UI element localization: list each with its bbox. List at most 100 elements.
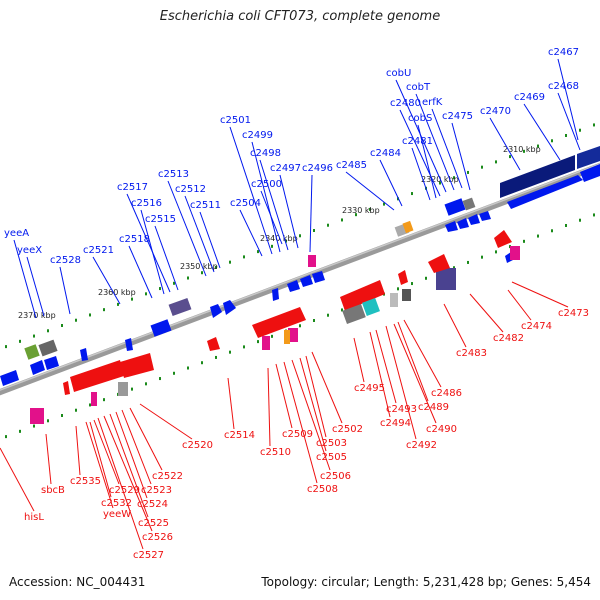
gene-label[interactable]: c2515	[145, 214, 176, 225]
gene-c2522[interactable]	[70, 360, 124, 392]
gene-c2526[interactable]	[91, 392, 97, 406]
gene-label[interactable]: cobT	[406, 82, 431, 93]
gene-c2475[interactable]	[444, 198, 466, 216]
gene-label[interactable]: c2514	[224, 430, 255, 441]
gene-c2482[interactable]	[510, 246, 520, 260]
gene-c2469[interactable]	[580, 164, 600, 182]
gene-label[interactable]: c2535	[70, 476, 101, 487]
gene-cobS[interactable]	[457, 218, 469, 229]
gene-c2509[interactable]	[207, 337, 220, 351]
gene-label[interactable]: c2498	[250, 148, 281, 159]
gene-c2504[interactable]	[223, 300, 236, 315]
gene-c2468[interactable]	[577, 146, 600, 169]
gene-c2481[interactable]	[402, 220, 414, 234]
gene-label[interactable]: c2480	[390, 98, 421, 109]
gene-label[interactable]: c2501	[220, 115, 251, 126]
gene-label[interactable]: c2470	[480, 106, 511, 117]
gene-label[interactable]: c2497	[270, 163, 301, 174]
gene-c2512[interactable]	[168, 297, 192, 317]
gene-c2497[interactable]	[312, 271, 325, 283]
gene-label[interactable]: c2493	[386, 404, 417, 415]
gene-label[interactable]: c2500	[251, 179, 282, 190]
gene-label[interactable]: hisL	[24, 512, 44, 523]
gene-c2490[interactable]	[390, 293, 398, 307]
gene-label[interactable]: c2494	[380, 418, 411, 429]
gene-label[interactable]: c2528	[50, 255, 81, 266]
gene-label[interactable]: c2492	[406, 440, 437, 451]
gene-label[interactable]: erfK	[422, 97, 443, 108]
gene-label[interactable]: c2495	[354, 383, 385, 394]
gene-yeeX[interactable]	[38, 339, 58, 357]
gene-c2517[interactable]	[30, 360, 45, 375]
gene-c2528[interactable]	[80, 348, 88, 361]
gene-c2502[interactable]	[284, 330, 290, 344]
gene-label[interactable]: c2504	[230, 198, 261, 209]
gene-c2480[interactable]	[445, 221, 458, 232]
gene-label[interactable]: c2482	[493, 333, 524, 344]
gene-c2470[interactable]	[507, 175, 583, 209]
gene-c2496[interactable]	[308, 255, 316, 267]
gene-label[interactable]: c2484	[370, 148, 401, 159]
gene-c2473[interactable]	[494, 230, 512, 248]
gene-label[interactable]: c2473	[558, 308, 589, 319]
gene-label[interactable]: c2505	[316, 452, 347, 463]
gene-c2501[interactable]	[272, 288, 279, 301]
gene-c2513[interactable]	[150, 319, 172, 337]
gene-c2499[interactable]	[287, 280, 300, 292]
gene-label[interactable]: c2523	[141, 485, 172, 496]
gene-label[interactable]: c2468	[548, 81, 579, 92]
gene-c2516[interactable]	[44, 356, 59, 370]
gene-label[interactable]: c2483	[456, 348, 487, 359]
gene-label[interactable]: yeeA	[4, 228, 29, 239]
gene-c2515[interactable]	[0, 370, 19, 386]
gene-label[interactable]: c2475	[442, 111, 473, 122]
gene-label[interactable]: cobU	[386, 68, 411, 79]
gene-label[interactable]: c2509	[282, 429, 313, 440]
gene-label[interactable]: c2522	[152, 471, 183, 482]
gene-label[interactable]: c2518	[119, 234, 150, 245]
gene-label[interactable]: c2513	[158, 169, 189, 180]
gene-label[interactable]: c2502	[332, 424, 363, 435]
gene-cobT[interactable]	[468, 214, 480, 225]
gene-label[interactable]: c2526	[142, 532, 173, 543]
gene-label[interactable]: c2510	[260, 447, 291, 458]
gene-label[interactable]: yeeW	[103, 509, 131, 520]
gene-label[interactable]: c2481	[402, 136, 433, 147]
gene-label[interactable]: c2520	[182, 440, 213, 451]
gene-label[interactable]: c2516	[131, 198, 162, 209]
gene-label[interactable]: sbcB	[41, 485, 65, 496]
gene-label[interactable]: c2529	[109, 485, 140, 496]
gene-c2495[interactable]	[288, 328, 298, 342]
gene-c2505[interactable]	[262, 336, 270, 350]
gene-label[interactable]: c2469	[514, 92, 545, 103]
gene-c2523[interactable]	[118, 382, 128, 396]
gene-c2489[interactable]	[402, 289, 411, 301]
gene-label[interactable]: c2485	[336, 160, 367, 171]
gene-c2467[interactable]	[500, 155, 575, 198]
gene-c2486[interactable]	[398, 270, 408, 285]
gene-label[interactable]: c2467	[548, 47, 579, 58]
gene-label[interactable]: c2506	[320, 471, 351, 482]
gene-c2484[interactable]	[462, 197, 476, 211]
gene-label[interactable]: c2503	[316, 438, 347, 449]
gene-label[interactable]: c2525	[138, 518, 169, 529]
gene-label[interactable]: c2508	[307, 484, 338, 495]
gene-label[interactable]: c2512	[175, 184, 206, 195]
gene-c2511[interactable]	[210, 304, 222, 318]
gene-label[interactable]: c2474	[521, 321, 552, 332]
gene-label[interactable]: c2524	[137, 499, 168, 510]
gene-label[interactable]: c2532	[101, 498, 132, 509]
gene-c2498[interactable]	[300, 275, 313, 287]
gene-label[interactable]: c2499	[242, 130, 273, 141]
gene-label[interactable]: c2517	[117, 182, 148, 193]
gene-label[interactable]: c2486	[431, 388, 462, 399]
gene-c2483[interactable]	[428, 254, 450, 273]
gene-c2492[interactable]	[340, 280, 385, 311]
gene-label[interactable]: c2489	[418, 402, 449, 413]
gene-label[interactable]: c2490	[426, 424, 457, 435]
gene-yeeA[interactable]	[24, 344, 40, 360]
gene-label[interactable]: yeeX	[17, 245, 42, 256]
gene-label[interactable]: c2527	[133, 550, 164, 561]
gene-label[interactable]: c2496	[302, 163, 333, 174]
gene-cobU[interactable]	[479, 211, 491, 221]
